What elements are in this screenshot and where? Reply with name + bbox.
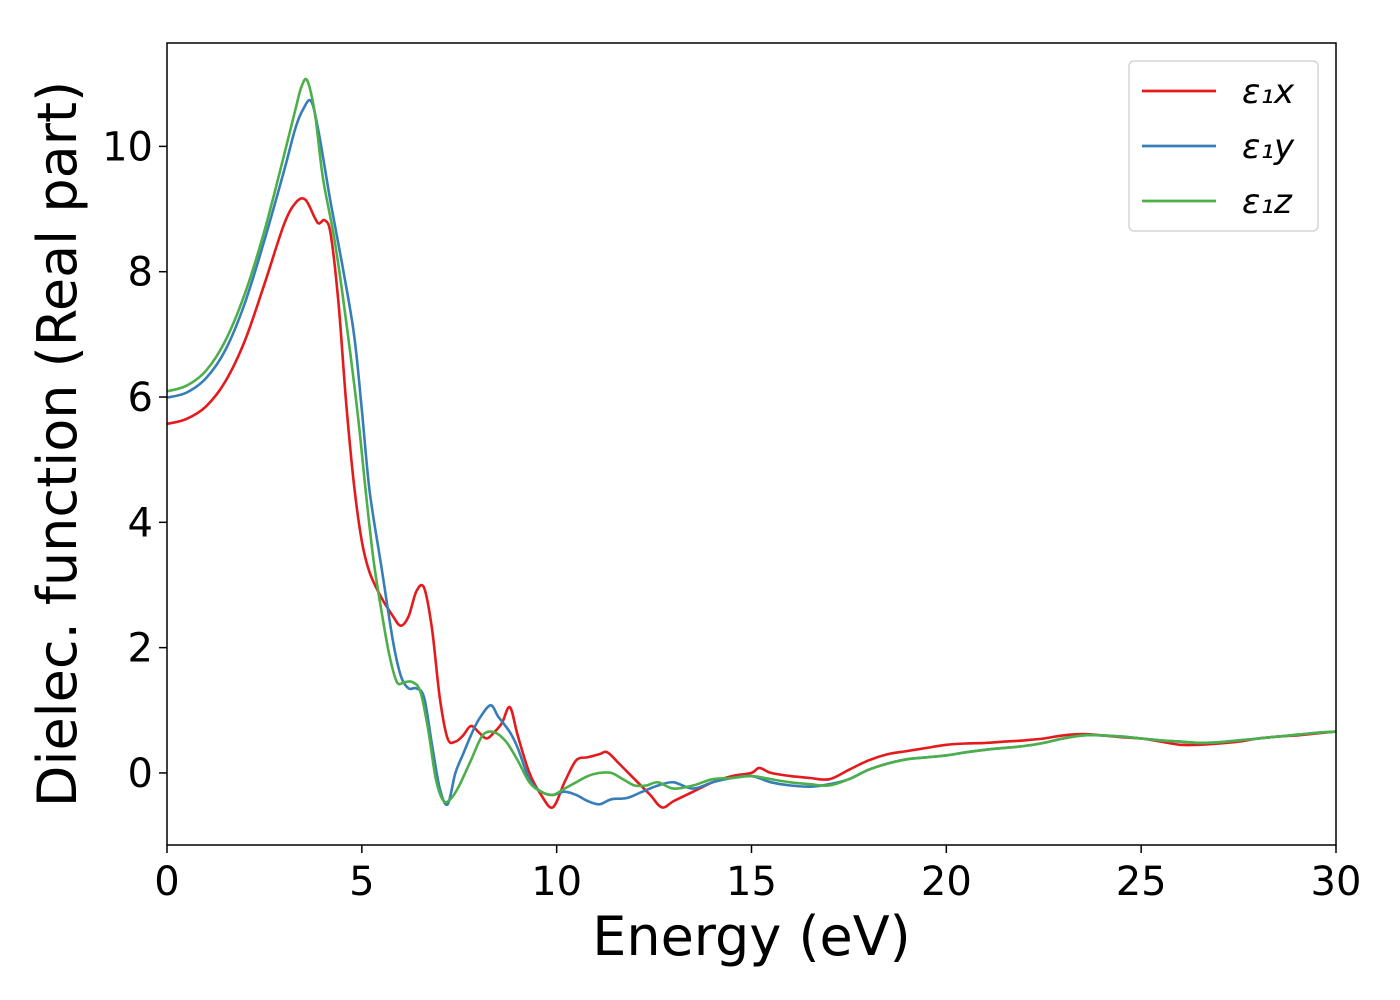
y-tick-label: 8 [128, 250, 153, 296]
y-tick-label: 2 [128, 626, 153, 672]
x-tick-label: 10 [531, 859, 582, 905]
y-tick-label: 6 [128, 375, 153, 421]
legend-label: ε₁y [1242, 127, 1295, 167]
y-tick-label: 10 [102, 124, 153, 170]
y-tick-label: 0 [128, 751, 153, 797]
x-tick-label: 20 [921, 859, 972, 905]
legend-box [1128, 60, 1319, 232]
x-axis: 0 5 10 15 20 25 30 [154, 845, 1361, 905]
x-tick-label: 25 [1116, 859, 1167, 905]
series-line-1 [167, 197, 1336, 809]
legend-label: ε₁x [1242, 72, 1295, 112]
series-line-3 [167, 77, 1336, 804]
y-axis: 0 2 4 6 8 10 [102, 124, 167, 797]
x-tick-label: 0 [154, 859, 179, 905]
y-tick-label: 4 [128, 500, 153, 546]
x-tick-label: 5 [349, 859, 374, 905]
x-tick-label: 15 [726, 859, 777, 905]
series-layer [167, 77, 1336, 809]
legend: ε₁x ε₁y ε₁z [1128, 60, 1319, 232]
legend-label: ε₁z [1242, 182, 1293, 222]
x-tick-label: 30 [1311, 859, 1362, 905]
y-axis-title: Dielec. function (Real part) [26, 81, 89, 807]
x-axis-title: Energy (eV) [592, 905, 911, 968]
